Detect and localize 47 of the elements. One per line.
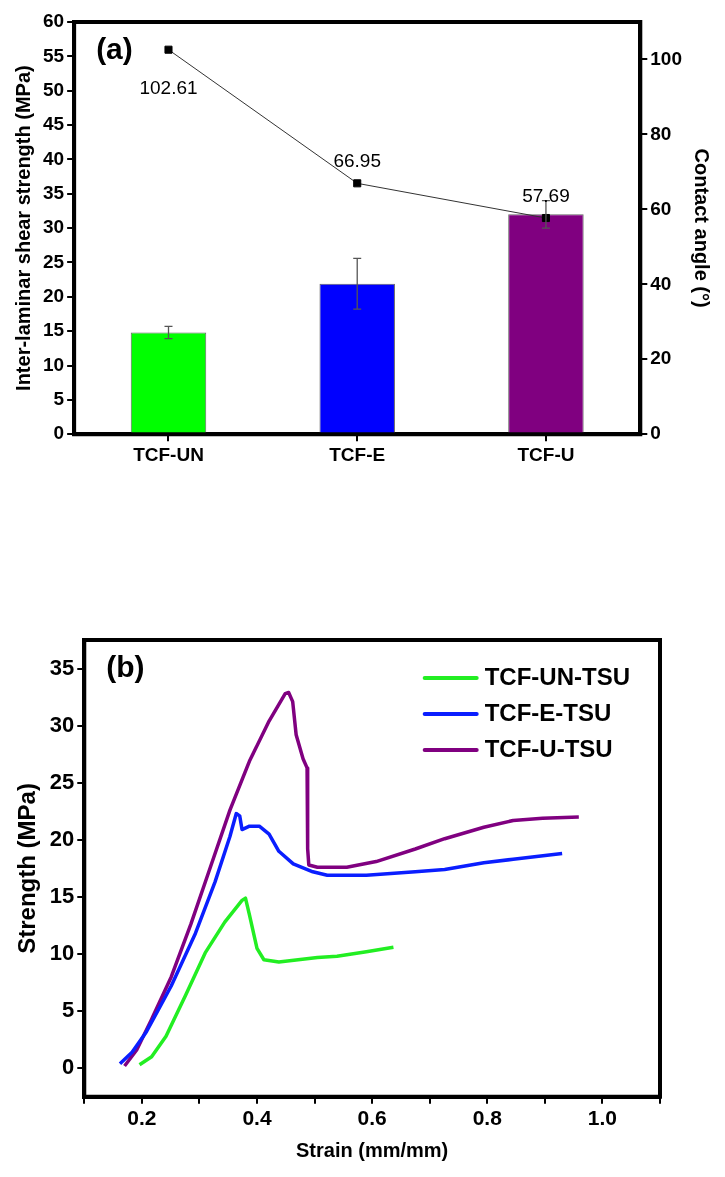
legend-label: TCF-U-TSU <box>484 734 613 762</box>
annotation: (b) <box>106 650 145 684</box>
x-tick-label: 0.6 <box>357 1106 387 1130</box>
y-tick-label: 20 <box>49 825 75 851</box>
y-axis-title: Inter-laminar shear strength (MPa) <box>11 65 34 391</box>
annotation: (a) <box>96 32 133 66</box>
y-tick-label: 20 <box>42 285 65 307</box>
y-tick-label: 5 <box>53 388 65 410</box>
x-tick-label: 0.2 <box>127 1106 157 1130</box>
x-tick-label: TCF-UN <box>133 443 204 465</box>
y-tick-label: 15 <box>49 883 75 909</box>
y-tick-label: 35 <box>49 654 75 680</box>
data-label: 66.95 <box>333 150 381 172</box>
y2-tick-label: 60 <box>650 197 672 219</box>
x-tick-label: 0.4 <box>242 1106 272 1130</box>
y-tick-label: 25 <box>42 250 65 272</box>
x-tick-label: TCF-U <box>517 443 575 465</box>
y-tick-label: 30 <box>42 216 65 238</box>
y-tick-label: 5 <box>62 997 75 1023</box>
y-tick-label: 50 <box>42 78 65 100</box>
y-tick-label: 55 <box>42 44 65 66</box>
y-tick-label: 45 <box>42 113 65 135</box>
y2-tick-label: 40 <box>650 272 672 294</box>
legend-label: TCF-UN-TSU <box>484 662 631 690</box>
y-tick-label: 10 <box>42 353 65 375</box>
y-tick-label: 0 <box>62 1054 75 1080</box>
y-tick-label: 25 <box>49 768 75 794</box>
y-axis-title: Strength (MPa) <box>13 783 41 954</box>
x-tick-label: 1.0 <box>587 1106 618 1130</box>
y2-axis-title: Contact angle (°) <box>691 148 714 308</box>
data-label: 102.61 <box>139 77 198 99</box>
data-label: 57.69 <box>522 184 570 206</box>
legend-label: TCF-E-TSU <box>484 698 612 726</box>
x-tick-label: 0.8 <box>472 1106 503 1130</box>
x-tick-label: TCF-E <box>329 443 386 465</box>
y-tick-label: 60 <box>42 10 65 32</box>
y-tick-label: 10 <box>49 940 75 966</box>
y2-tick-label: 80 <box>650 122 672 144</box>
y2-tick-label: 20 <box>650 347 672 369</box>
y2-tick-label: 0 <box>650 422 661 444</box>
y-tick-label: 0 <box>53 422 65 444</box>
y-tick-label: 35 <box>42 181 65 203</box>
y-tick-label: 15 <box>42 319 65 341</box>
x-axis-title: Strain (mm/mm) <box>296 1138 449 1161</box>
y-tick-label: 40 <box>42 147 65 169</box>
y-tick-label: 30 <box>49 711 75 737</box>
y2-tick-label: 100 <box>650 47 682 69</box>
